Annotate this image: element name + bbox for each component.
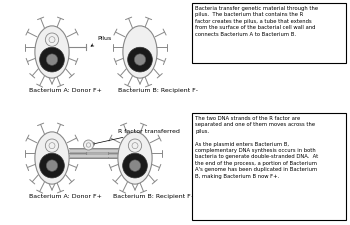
Circle shape — [49, 143, 55, 149]
Ellipse shape — [35, 132, 69, 184]
Circle shape — [46, 54, 58, 65]
Circle shape — [132, 143, 138, 149]
Text: Bacterium B: Recipient F+: Bacterium B: Recipient F+ — [113, 194, 196, 199]
Circle shape — [86, 143, 91, 147]
Circle shape — [84, 140, 93, 150]
FancyBboxPatch shape — [192, 113, 346, 220]
Circle shape — [128, 139, 142, 152]
Text: Bacterium A: Donor F+: Bacterium A: Donor F+ — [29, 88, 102, 93]
Circle shape — [122, 153, 147, 178]
Text: R factor transferred: R factor transferred — [92, 129, 180, 145]
Ellipse shape — [123, 26, 157, 78]
Text: Bacterium B: Recipient F-: Bacterium B: Recipient F- — [118, 88, 198, 93]
Circle shape — [128, 47, 152, 72]
Circle shape — [49, 37, 55, 43]
Circle shape — [134, 54, 146, 65]
Ellipse shape — [118, 132, 152, 184]
Circle shape — [46, 33, 59, 46]
Text: The two DNA strands of the R factor are
separated and one of them moves across t: The two DNA strands of the R factor are … — [195, 116, 318, 179]
Circle shape — [46, 160, 58, 171]
Circle shape — [46, 139, 59, 152]
Circle shape — [129, 160, 141, 171]
FancyBboxPatch shape — [192, 3, 346, 63]
Text: Pilus: Pilus — [91, 36, 111, 46]
Circle shape — [40, 153, 64, 178]
Text: Bacteria transfer genetic material through the
pilus.  The bacterium that contai: Bacteria transfer genetic material throu… — [195, 6, 318, 37]
Ellipse shape — [35, 26, 69, 78]
Circle shape — [40, 47, 64, 72]
Text: Bacterium A: Donor F+: Bacterium A: Donor F+ — [29, 194, 102, 199]
